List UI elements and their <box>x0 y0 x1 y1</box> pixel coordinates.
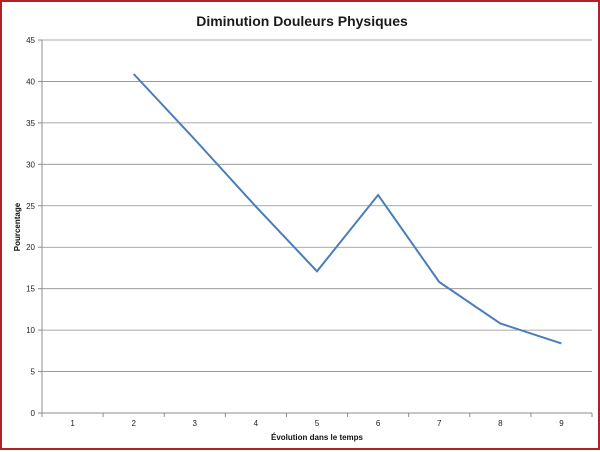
y-tick-label-40: 40 <box>26 77 35 86</box>
x-tick-label-8: 8 <box>498 419 503 428</box>
chart-title: Diminution Douleurs Physiques <box>196 13 408 29</box>
gridlines <box>42 40 592 372</box>
x-tick-labels: 1 2 3 4 5 6 7 8 9 <box>70 419 564 428</box>
y-tick-label-5: 5 <box>31 368 36 377</box>
y-tick-label-25: 25 <box>26 202 35 211</box>
y-tick-label-35: 35 <box>26 119 35 128</box>
series-line-0 <box>134 74 562 343</box>
y-tick-label-30: 30 <box>26 160 35 169</box>
x-tick-label-9: 9 <box>559 419 564 428</box>
y-tick-label-15: 15 <box>26 285 35 294</box>
x-tick-label-4: 4 <box>254 419 259 428</box>
y-tick-label-0: 0 <box>31 409 36 418</box>
x-axis-title: Évolution dans le temps <box>271 433 364 442</box>
x-tick-label-7: 7 <box>437 419 442 428</box>
x-tick-label-5: 5 <box>315 419 320 428</box>
x-tick-label-2: 2 <box>131 419 136 428</box>
y-tick-label-20: 20 <box>26 243 35 252</box>
axes <box>38 40 592 417</box>
x-tick-label-6: 6 <box>376 419 381 428</box>
y-axis-title: Pourcentage <box>13 202 22 251</box>
series <box>134 74 562 343</box>
y-tick-label-45: 45 <box>26 36 35 45</box>
x-tick-label-3: 3 <box>193 419 198 428</box>
y-tick-labels: 0 5 10 15 20 25 30 35 40 45 <box>26 36 35 418</box>
x-tick-label-1: 1 <box>70 419 75 428</box>
y-tick-label-10: 10 <box>26 326 35 335</box>
